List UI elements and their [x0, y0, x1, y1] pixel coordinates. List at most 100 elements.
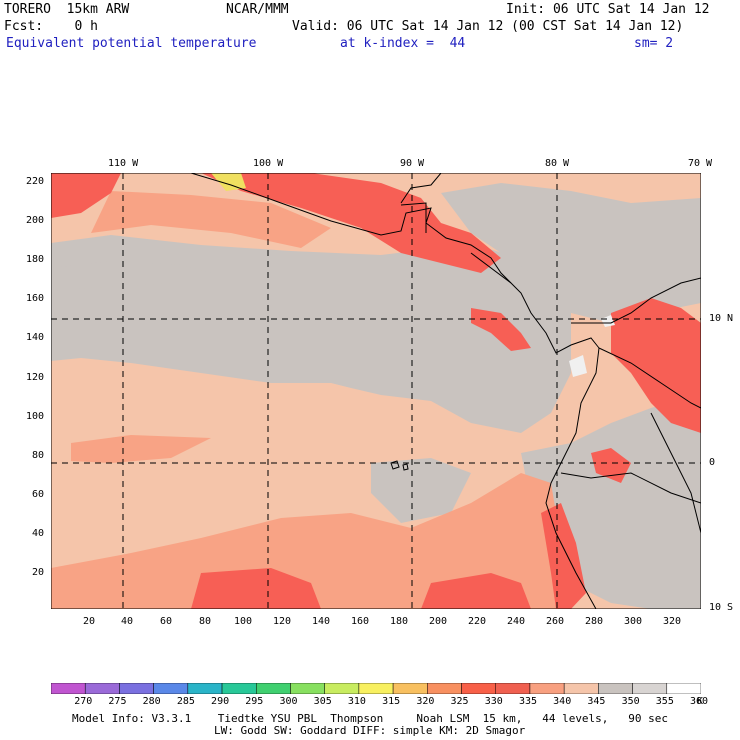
- colorbar-swatch: [290, 683, 325, 694]
- colorbar-swatch: [495, 683, 531, 694]
- y-label-120: 120: [26, 372, 45, 383]
- lon-label-70w: 70 W: [688, 158, 713, 169]
- colorbar-tick-label: 355: [655, 696, 674, 707]
- colorbar-swatch: [358, 683, 394, 694]
- colorbar-tick-label: 345: [587, 696, 606, 707]
- lat-label-10s: 10 S: [709, 602, 734, 613]
- y-label-100: 100: [26, 411, 45, 422]
- colorbar-tick-label: 325: [450, 696, 469, 707]
- smoothing-label: sm= 2: [634, 36, 674, 51]
- gray-patch-south: [371, 458, 471, 523]
- equivalent-potential-temperature-map: [51, 173, 701, 609]
- colorbar: [51, 683, 701, 694]
- border-guatemala: [400, 202, 427, 233]
- lat-label-0: 0: [709, 457, 716, 468]
- border-colombia: [598, 347, 701, 409]
- colorbar-tick-label: 350: [621, 696, 640, 707]
- warm-west-patch: [71, 435, 211, 463]
- model-info-line1: Model Info: V3.3.1 Tiedtke YSU PBL Thomp…: [72, 712, 669, 725]
- y-label-220: 220: [26, 176, 45, 187]
- colorbar-tick-label: 330: [484, 696, 503, 707]
- hot-northwest: [51, 173, 121, 218]
- y-label-80: 80: [32, 450, 45, 461]
- lon-label-80w: 80 W: [545, 158, 570, 169]
- colorbar-swatch: [51, 683, 86, 694]
- x-label-40: 40: [121, 616, 134, 627]
- x-label-240: 240: [507, 616, 526, 627]
- border-ecuador-peru: [560, 472, 701, 504]
- colorbar-tick-label: 305: [313, 696, 332, 707]
- colorbar-tick-label: 275: [108, 696, 127, 707]
- warm-south-band: [51, 473, 571, 609]
- very-hot-spot: [211, 173, 246, 191]
- x-label-220: 220: [468, 616, 487, 627]
- colorbar-swatch: [529, 683, 565, 694]
- colorbar-tick-label: 290: [211, 696, 230, 707]
- coastline-south-america-west: [545, 347, 600, 609]
- x-label-80: 80: [199, 616, 212, 627]
- x-label-100: 100: [234, 616, 253, 627]
- x-label-280: 280: [585, 616, 604, 627]
- y-label-180: 180: [26, 254, 45, 265]
- colorbar-swatch: [563, 683, 599, 694]
- border-brazil: [650, 412, 701, 534]
- gray-band-central: [51, 235, 571, 433]
- colorbar-swatch: [461, 683, 496, 694]
- lon-label-100w: 100 W: [253, 158, 284, 169]
- white-patch-colombia: [601, 315, 615, 327]
- model-info-line2: LW: Godd SW: Goddard DIFF: simple KM: 2D…: [214, 724, 526, 737]
- x-label-140: 140: [312, 616, 331, 627]
- colorbar-tick-label: 310: [347, 696, 366, 707]
- y-label-20: 20: [32, 567, 45, 578]
- level-label: at k-index = 44: [340, 36, 466, 51]
- gray-band-north: [51, 261, 211, 291]
- coastlines: [190, 173, 701, 609]
- colorbar-tick-label: 315: [382, 696, 401, 707]
- x-label-120: 120: [273, 616, 292, 627]
- hot-south-east: [421, 573, 531, 609]
- x-label-260: 260: [546, 616, 565, 627]
- colorbar-tick-label: 270: [74, 696, 93, 707]
- y-label-160: 160: [26, 293, 45, 304]
- colorbar-swatch: [256, 683, 291, 694]
- colorbar-swatch: [598, 683, 633, 694]
- field-name: Equivalent potential temperature: [6, 36, 257, 51]
- x-label-20: 20: [83, 616, 96, 627]
- field-shading: [51, 173, 701, 609]
- colorbar-swatch: [84, 683, 120, 694]
- hot-south-center: [191, 568, 321, 609]
- colorbar-tick-label: 340: [553, 696, 572, 707]
- colorbar-swatch: [221, 683, 257, 694]
- init-time: Init: 06 UTC Sat 14 Jan 12: [506, 2, 710, 17]
- white-patch-panama: [569, 355, 587, 377]
- colorbar-tick-label: 335: [518, 696, 537, 707]
- x-label-180: 180: [390, 616, 409, 627]
- x-label-60: 60: [160, 616, 173, 627]
- colorbar-tick-label: 320: [416, 696, 435, 707]
- valid-time: Valid: 06 UTC Sat 14 Jan 12 (00 CST Sat …: [292, 19, 684, 34]
- hot-mexico: [201, 173, 501, 273]
- warm-north-patch: [91, 191, 331, 248]
- colorbar-swatch: [153, 683, 189, 694]
- lon-label-110w: 110 W: [108, 158, 139, 169]
- y-label-40: 40: [32, 528, 45, 539]
- gray-northeast: [441, 183, 701, 323]
- border-nicaragua: [470, 252, 512, 284]
- model-title: TORERO 15km ARW: [4, 2, 130, 17]
- colorbar-unit: K: [697, 696, 704, 707]
- colorbar-swatch: [187, 683, 223, 694]
- colorbar-tick-label: 295: [245, 696, 264, 707]
- y-label-200: 200: [26, 215, 45, 226]
- y-label-60: 60: [32, 489, 45, 500]
- y-label-140: 140: [26, 332, 45, 343]
- colorbar-swatch: [427, 683, 462, 694]
- colorbar-tick-label: 360: [690, 696, 709, 707]
- colorbar-swatch: [632, 683, 668, 694]
- hot-peru-coast: [541, 503, 586, 609]
- colorbar-tick-label: 280: [142, 696, 161, 707]
- colorbar-swatch: [324, 683, 360, 694]
- x-label-300: 300: [624, 616, 643, 627]
- colorbar-swatch: [392, 683, 428, 694]
- lat-label-10n: 10 N: [709, 313, 734, 324]
- coastline-yucatan: [400, 173, 442, 204]
